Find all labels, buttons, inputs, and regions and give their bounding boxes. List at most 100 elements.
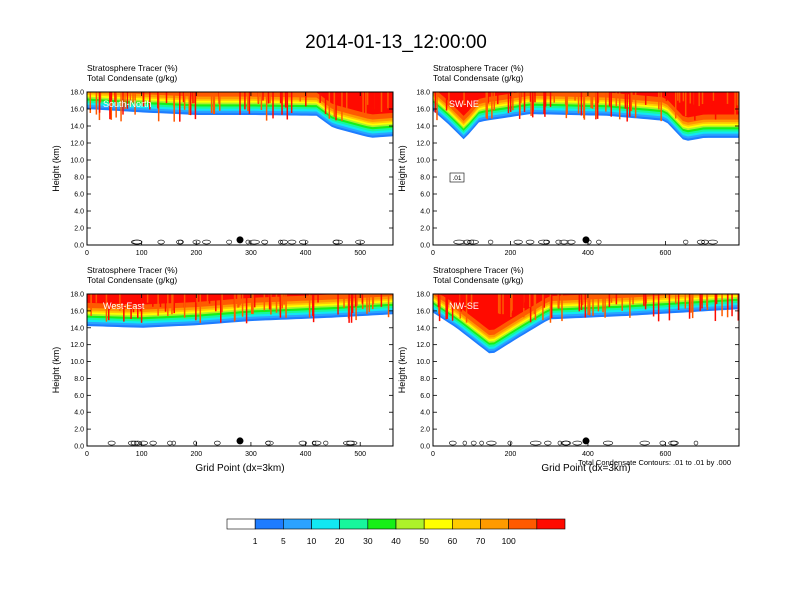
tracer-streak	[348, 294, 350, 323]
tracer-streak	[207, 294, 209, 306]
y-tick-label: 16.0	[416, 107, 430, 114]
x-tick-label: 400	[582, 250, 594, 257]
tracer-streak	[685, 294, 687, 309]
colorbar-swatch	[396, 519, 424, 529]
y-tick-label: 14.0	[416, 325, 430, 332]
panel-header-tracer: Stratosphere Tracer (%)	[433, 63, 524, 73]
y-axis-label: Height (km)	[397, 145, 407, 192]
tracer-streak	[679, 92, 681, 103]
tracer-streak	[239, 294, 241, 305]
tracer-streak	[711, 92, 713, 106]
y-tick-label: 2.0	[420, 226, 430, 233]
tracer-streak	[283, 294, 285, 305]
tracer-streak	[193, 92, 195, 103]
x-tick-label: 600	[660, 250, 672, 257]
chart-panel-sw-ne: 0.02.04.06.08.010.012.014.016.018.00 200 4…	[397, 63, 739, 257]
tracer-streak	[579, 294, 581, 311]
tracer-streak	[643, 294, 645, 306]
location-marker	[583, 437, 590, 444]
colorbar-label: 10	[307, 536, 317, 546]
condensate-contour	[463, 441, 467, 445]
condensate-contour	[139, 441, 148, 445]
tracer-streak	[658, 92, 660, 109]
y-tick-label: 8.0	[74, 376, 84, 383]
colorbar-swatch	[537, 519, 565, 529]
colorbar-swatch	[227, 519, 255, 529]
tracer-streak	[173, 92, 175, 122]
tracer-streak	[281, 92, 283, 115]
y-tick-label: 8.0	[74, 175, 84, 182]
tracer-streak	[595, 92, 597, 118]
tracer-streak	[242, 294, 244, 317]
tracer-streak	[498, 294, 500, 313]
condensate-contour	[150, 441, 157, 445]
tracer-streak	[582, 294, 584, 305]
tracer-streak	[195, 92, 197, 119]
tracer-streak	[658, 294, 660, 321]
y-axis-label: Height (km)	[51, 145, 61, 192]
y-tick-label: 2.0	[420, 427, 430, 434]
location-marker	[237, 236, 244, 243]
tracer-streak	[268, 92, 270, 103]
tracer-streak	[574, 92, 576, 101]
tracer-streak	[262, 92, 264, 101]
tracer-streak	[215, 294, 217, 311]
tracer-streak	[499, 294, 501, 314]
tracer-streak	[446, 92, 448, 111]
x-tick-label: 300	[245, 451, 257, 458]
x-tick-label: 300	[245, 250, 257, 257]
x-tick-label: 200	[190, 250, 202, 257]
tracer-streak	[247, 92, 249, 111]
condensate-contour	[312, 441, 321, 445]
condensate-contour	[449, 441, 456, 445]
tracer-streak	[690, 294, 692, 313]
y-tick-label: 16.0	[416, 308, 430, 315]
tracer-streak	[578, 92, 580, 114]
tracer-streak	[545, 92, 547, 107]
tracer-streak	[598, 294, 600, 311]
tracer-streak	[502, 294, 504, 314]
condensate-contour	[526, 240, 534, 244]
tracer-streak	[542, 294, 544, 320]
y-tick-label: 6.0	[74, 192, 84, 199]
tracer-streak	[239, 92, 241, 115]
x-tick-label: 500	[354, 250, 366, 257]
plot-area	[433, 294, 739, 445]
tracer-streak	[699, 294, 701, 311]
y-tick-label: 8.0	[420, 376, 430, 383]
tracer-streak	[543, 294, 545, 308]
condensate-contour	[487, 441, 497, 445]
condensate-contour	[246, 240, 250, 244]
tracer-streak	[632, 294, 634, 304]
x-tick-label: 100	[136, 250, 148, 257]
tracer-streak	[505, 294, 507, 313]
tracer-streak	[597, 92, 599, 119]
tracer-streak	[147, 294, 149, 303]
y-tick-label: 6.0	[420, 192, 430, 199]
tracer-streak	[329, 92, 331, 119]
tracer-streak	[590, 92, 592, 108]
condensate-contour	[262, 240, 268, 244]
colorbar-swatch	[424, 519, 452, 529]
condensate-contour	[544, 240, 550, 244]
y-tick-label: 18.0	[70, 90, 84, 97]
condensate-contour	[669, 441, 678, 445]
tracer-streak	[99, 92, 101, 113]
tracer-streak	[184, 92, 186, 110]
panel-label: NW-SE	[449, 301, 479, 311]
tracer-streak	[669, 294, 671, 320]
panel-header-condensate: Total Condensate (g/kg)	[433, 73, 523, 83]
tracer-streak	[609, 294, 611, 307]
y-tick-label: 6.0	[74, 393, 84, 400]
tracer-streak	[152, 294, 154, 307]
tracer-streak	[585, 294, 587, 318]
tracer-streak	[346, 92, 348, 109]
tracer-streak	[287, 92, 289, 119]
tracer-streak	[707, 294, 709, 310]
tracer-streak	[388, 294, 390, 317]
tracer-streak	[689, 294, 691, 319]
condensate-contour	[530, 441, 541, 445]
tracer-streak	[702, 92, 704, 104]
y-tick-label: 18.0	[416, 90, 430, 97]
condensate-contour	[488, 240, 493, 244]
